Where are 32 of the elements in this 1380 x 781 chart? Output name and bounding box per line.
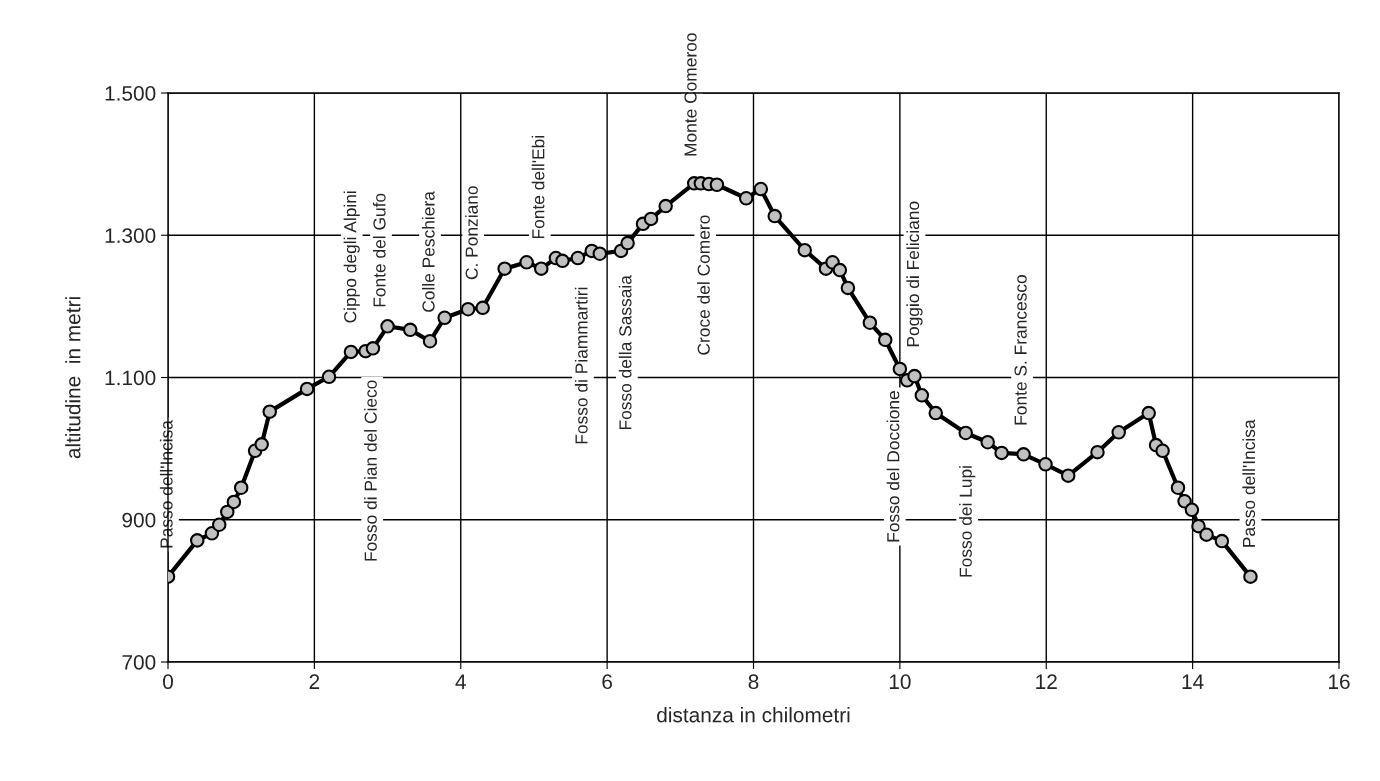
y-tick-label: 1.100: [105, 370, 156, 386]
x-tick-label: 8: [748, 674, 759, 690]
x-tick-label: 6: [602, 674, 612, 690]
x-tick-label: 10: [889, 674, 911, 690]
annotation: Fonte del Gufo: [372, 193, 386, 307]
annotation: Passo dell'Incisa: [1242, 419, 1256, 547]
annotation: Cippo degli Alpini: [343, 191, 360, 323]
annotation: Passo dell'Incisa: [159, 420, 173, 548]
annotation: Fosso della Sassaia: [618, 275, 632, 430]
y-tick-label: 1.500: [105, 86, 156, 101]
y-tick-label: 1.300: [105, 228, 156, 243]
annotation: Colle Peschiera: [421, 191, 435, 312]
y-tick-label: 700: [122, 655, 156, 670]
y-axis-title: altitudine in metri: [65, 297, 81, 459]
annotation: Fosso di Piammartiri: [574, 287, 588, 444]
x-tick-label: 12: [1036, 674, 1057, 689]
annotation: Poggio di Feliciano: [906, 201, 923, 347]
x-tick-label: 4: [455, 674, 466, 689]
annotation: Monte Comeroo: [684, 33, 697, 156]
x-tick-label: 0: [163, 674, 173, 690]
annotation: Fosso del Doccione: [886, 391, 900, 542]
annotation: Fosso dei Lupi: [959, 466, 976, 577]
annotation: Fonte dell'Ebi: [531, 136, 545, 239]
x-axis-title: distanza in chilometri: [657, 707, 850, 723]
annotation: Fosso di Pian del Cieco: [364, 380, 377, 561]
x-tick-label: 14: [1182, 674, 1204, 689]
annotation: Croce del Comero: [697, 215, 710, 355]
annotation: Fonte S. Francesco: [1014, 275, 1027, 425]
y-tick-label: 900: [122, 512, 156, 528]
annotation: C. Ponziano: [465, 186, 478, 280]
x-tick-label: 2: [309, 674, 320, 689]
x-tick-label: 16: [1329, 674, 1350, 690]
